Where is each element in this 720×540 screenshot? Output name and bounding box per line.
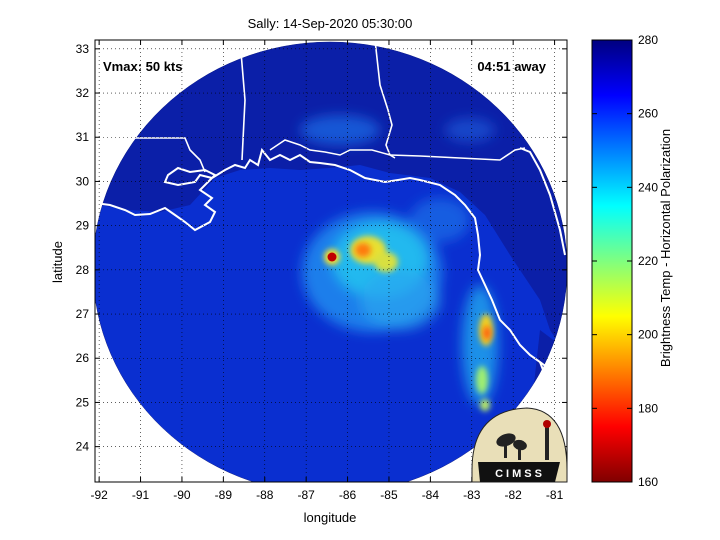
colorbar-tick-label: 260 [638, 107, 658, 121]
colorbar-tick-label: 240 [638, 180, 658, 194]
cimss-logo-text: CIMSS [495, 468, 545, 480]
plot-title: Sally: 14-Sep-2020 05:30:00 [248, 16, 413, 31]
y-tick-label: 33 [76, 42, 90, 56]
y-tick-label: 26 [76, 351, 90, 365]
y-tick-label: 24 [76, 440, 90, 454]
x-tick-label: -87 [297, 488, 315, 502]
tower-icon [545, 425, 549, 460]
y-axis-label: latitude [50, 241, 65, 283]
colorbar-tick-label: 280 [638, 33, 658, 47]
y-tick-label: 28 [76, 263, 90, 277]
x-axis-label: longitude [304, 510, 357, 525]
x-tick-label: -82 [505, 488, 523, 502]
colorbar-ticks: 280 260 240 220 200 180 160 [592, 33, 658, 489]
y-tick-label: 25 [76, 395, 90, 409]
y-tick-label: 32 [76, 86, 90, 100]
vmax-annotation: Vmax: 50 kts [103, 59, 183, 74]
x-tick-label: -89 [215, 488, 233, 502]
y-axis: 24 25 26 27 28 29 30 31 32 33 [76, 42, 567, 454]
colorbar-tick-label: 180 [638, 401, 658, 415]
x-tick-label: -86 [339, 488, 357, 502]
x-tick-label: -81 [546, 488, 564, 502]
x-axis: -92 -91 -90 -89 -88 -87 -86 -85 -84 -83 -82 -81 [90, 40, 564, 502]
land-region [95, 42, 567, 345]
x-tick-label: -91 [132, 488, 150, 502]
x-tick-label: -83 [463, 488, 481, 502]
coastlines [95, 139, 567, 421]
satellite-dish-icon [496, 433, 516, 447]
x-tick-label: -84 [422, 488, 440, 502]
colorbar-tick-label: 200 [638, 328, 658, 342]
storm-core [327, 252, 337, 262]
x-tick-label: -88 [256, 488, 274, 502]
colorbar-label: Brightness Temp - Horizontal Polarizatio… [658, 129, 673, 367]
y-tick-label: 31 [76, 130, 90, 144]
rain-shield [300, 115, 498, 405]
axes-frame [94, 39, 568, 483]
state-borders [110, 40, 567, 173]
x-tick-label: -85 [380, 488, 398, 502]
y-tick-label: 30 [76, 174, 90, 188]
grid-lines [95, 40, 567, 482]
colorbar-tick-label: 220 [638, 254, 658, 268]
cimss-logo: CIMSS [471, 407, 568, 483]
x-tick-label: -90 [173, 488, 191, 502]
x-tick-label: -92 [90, 488, 108, 502]
microwave-swath [95, 41, 567, 482]
time-away-annotation: 04:51 away [477, 59, 546, 74]
colorbar [591, 39, 633, 483]
colorbar-tick-label: 160 [638, 475, 658, 489]
y-tick-label: 27 [76, 307, 90, 321]
y-tick-label: 29 [76, 219, 90, 233]
